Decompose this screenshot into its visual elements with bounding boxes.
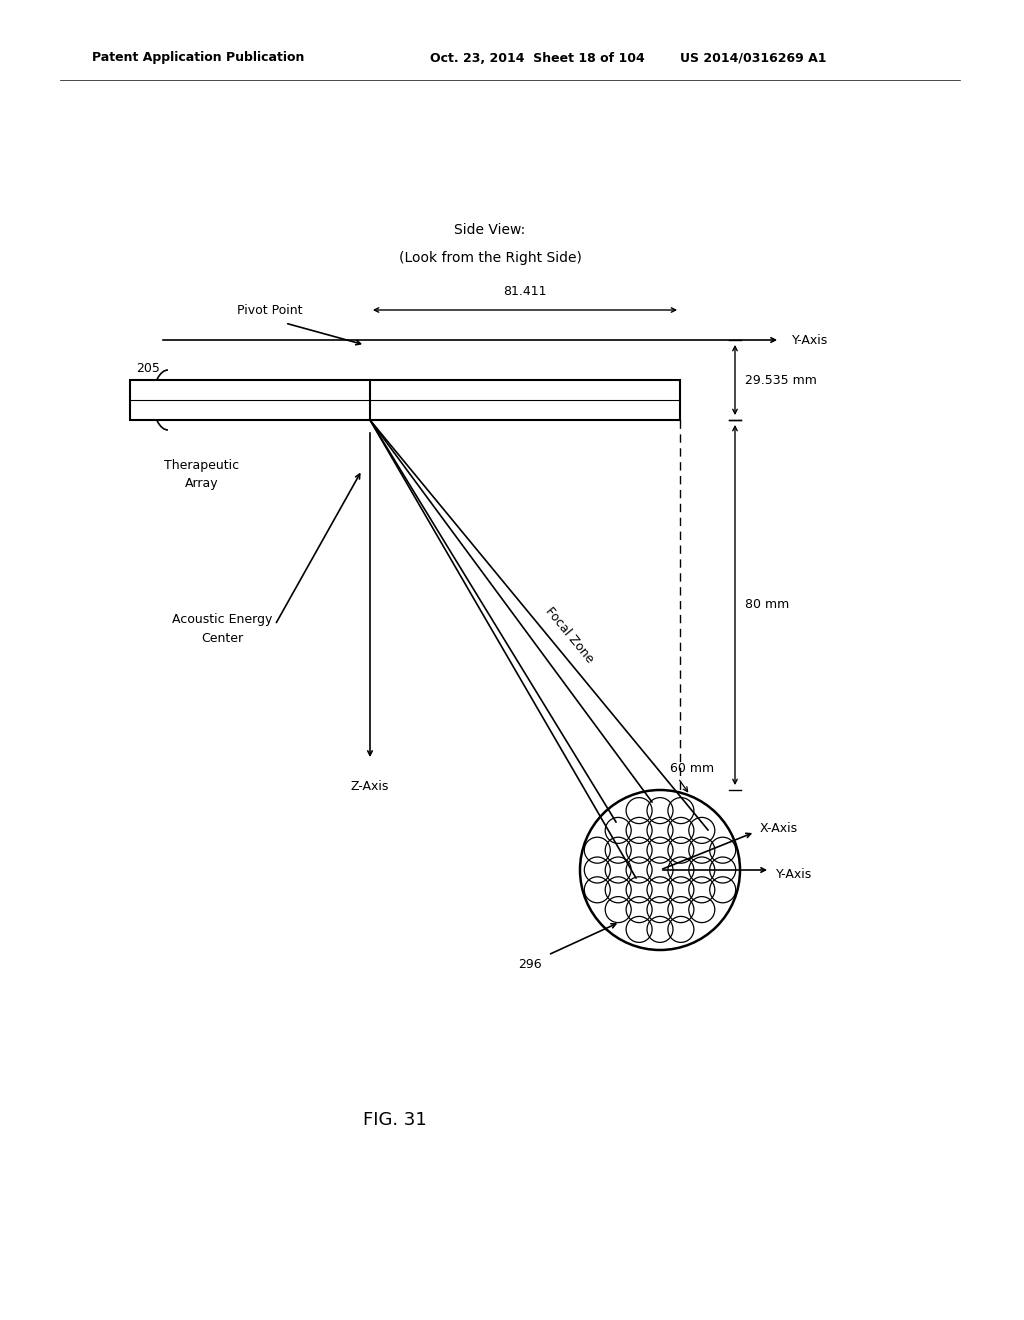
Bar <box>130 380 680 420</box>
Text: 29.535 mm: 29.535 mm <box>745 374 817 387</box>
Text: Patent Application Publication: Patent Application Publication <box>92 51 304 65</box>
Text: 296: 296 <box>518 958 542 972</box>
Text: 60 mm: 60 mm <box>670 762 714 775</box>
Text: Y-Axis: Y-Axis <box>792 334 828 346</box>
Text: 81.411: 81.411 <box>503 285 547 298</box>
Text: Center: Center <box>201 631 243 644</box>
Text: US 2014/0316269 A1: US 2014/0316269 A1 <box>680 51 826 65</box>
Text: Pivot Point: Pivot Point <box>238 304 303 317</box>
Text: 80 mm: 80 mm <box>745 598 790 611</box>
Text: (Look from the Right Side): (Look from the Right Side) <box>398 251 582 265</box>
Text: Oct. 23, 2014  Sheet 18 of 104: Oct. 23, 2014 Sheet 18 of 104 <box>430 51 645 65</box>
Text: X-Axis: X-Axis <box>760 821 798 834</box>
Text: Therapeutic: Therapeutic <box>165 458 240 471</box>
Text: Array: Array <box>185 477 219 490</box>
Text: Side View:: Side View: <box>455 223 525 238</box>
Text: Z-Axis: Z-Axis <box>351 780 389 793</box>
Text: Acoustic Energy: Acoustic Energy <box>172 614 272 627</box>
Text: 205: 205 <box>136 362 160 375</box>
Text: FIG. 31: FIG. 31 <box>364 1111 427 1129</box>
Text: Y-Axis: Y-Axis <box>776 869 812 882</box>
Text: Focal Zone: Focal Zone <box>543 605 596 665</box>
